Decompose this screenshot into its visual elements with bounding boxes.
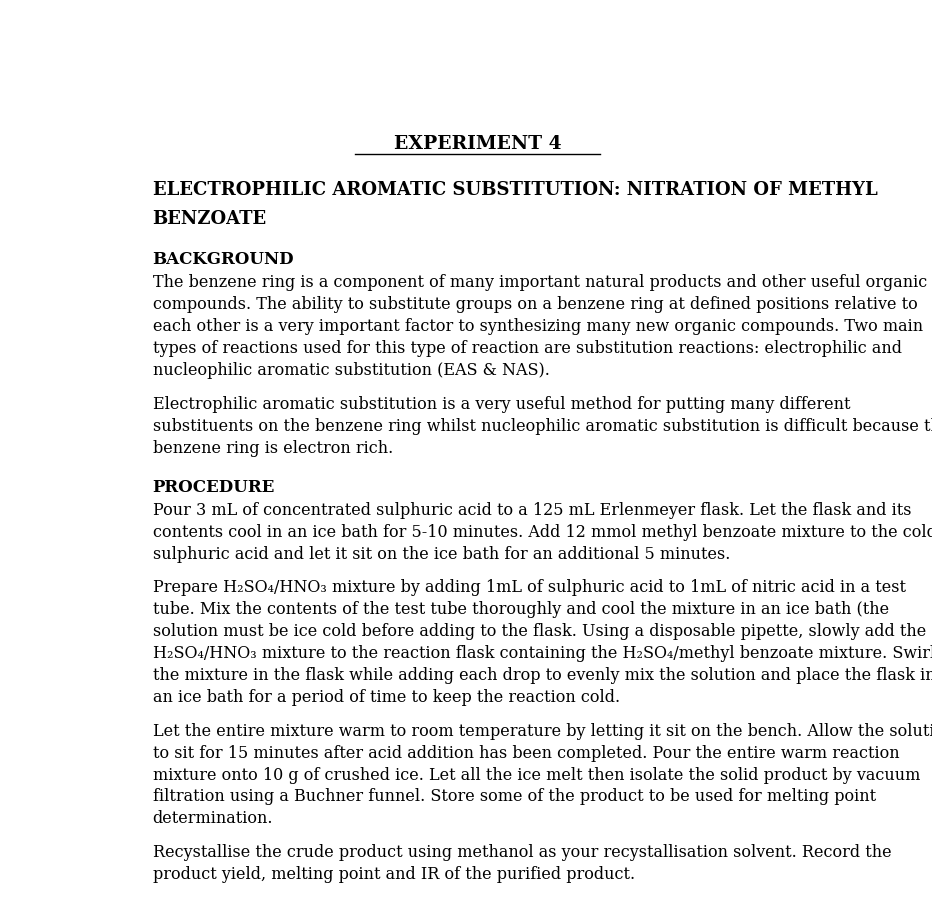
Text: solution must be ice cold before adding to the flask. Using a disposable pipette: solution must be ice cold before adding … <box>153 624 925 640</box>
Text: nucleophilic aromatic substitution (EAS & NAS).: nucleophilic aromatic substitution (EAS … <box>153 362 550 379</box>
Text: tube. Mix the contents of the test tube thoroughly and cool the mixture in an ic: tube. Mix the contents of the test tube … <box>153 601 889 618</box>
Text: The benzene ring is a component of many important natural products and other use: The benzene ring is a component of many … <box>153 274 926 291</box>
Text: contents cool in an ice bath for 5-10 minutes. Add 12 mmol methyl benzoate mixtu: contents cool in an ice bath for 5-10 mi… <box>153 524 932 541</box>
Text: to sit for 15 minutes after acid addition has been completed. Pour the entire wa: to sit for 15 minutes after acid additio… <box>153 744 899 762</box>
Text: Let the entire mixture warm to room temperature by letting it sit on the bench. : Let the entire mixture warm to room temp… <box>153 723 932 740</box>
Text: Prepare H₂SO₄/HNO₃ mixture by adding 1mL of sulphuric acid to 1mL of nitric acid: Prepare H₂SO₄/HNO₃ mixture by adding 1mL… <box>153 579 906 596</box>
Text: an ice bath for a period of time to keep the reaction cold.: an ice bath for a period of time to keep… <box>153 689 620 706</box>
Text: determination.: determination. <box>153 810 273 827</box>
Text: the mixture in the flask while adding each drop to evenly mix the solution and p: the mixture in the flask while adding ea… <box>153 667 932 684</box>
Text: sulphuric acid and let it sit on the ice bath for an additional 5 minutes.: sulphuric acid and let it sit on the ice… <box>153 546 730 563</box>
Text: PROCEDURE: PROCEDURE <box>153 479 275 495</box>
Text: BENZOATE: BENZOATE <box>153 210 267 227</box>
Text: substituents on the benzene ring whilst nucleophilic aromatic substitution is di: substituents on the benzene ring whilst … <box>153 417 932 435</box>
Text: each other is a very important factor to synthesizing many new organic compounds: each other is a very important factor to… <box>153 319 923 335</box>
Text: Electrophilic aromatic substitution is a very useful method for putting many dif: Electrophilic aromatic substitution is a… <box>153 396 850 413</box>
Text: EXPERIMENT 4: EXPERIMENT 4 <box>394 135 561 153</box>
Text: BACKGROUND: BACKGROUND <box>153 251 295 268</box>
Text: compounds. The ability to substitute groups on a benzene ring at defined positio: compounds. The ability to substitute gro… <box>153 297 917 313</box>
Text: Pour 3 mL of concentrated sulphuric acid to a 125 mL Erlenmeyer flask. Let the f: Pour 3 mL of concentrated sulphuric acid… <box>153 502 911 519</box>
Text: mixture onto 10 g of crushed ice. Let all the ice melt then isolate the solid pr: mixture onto 10 g of crushed ice. Let al… <box>153 766 920 784</box>
Text: H₂SO₄/HNO₃ mixture to the reaction flask containing the H₂SO₄/methyl benzoate mi: H₂SO₄/HNO₃ mixture to the reaction flask… <box>153 646 932 662</box>
Text: ELECTROPHILIC AROMATIC SUBSTITUTION: NITRATION OF METHYL: ELECTROPHILIC AROMATIC SUBSTITUTION: NIT… <box>153 181 877 200</box>
Text: benzene ring is electron rich.: benzene ring is electron rich. <box>153 439 393 457</box>
Text: Recystallise the crude product using methanol as your recystallisation solvent. : Recystallise the crude product using met… <box>153 844 891 861</box>
Text: product yield, melting point and IR of the purified product.: product yield, melting point and IR of t… <box>153 866 635 883</box>
Text: filtration using a Buchner funnel. Store some of the product to be used for melt: filtration using a Buchner funnel. Store… <box>153 788 876 806</box>
Text: types of reactions used for this type of reaction are substitution reactions: el: types of reactions used for this type of… <box>153 340 901 357</box>
